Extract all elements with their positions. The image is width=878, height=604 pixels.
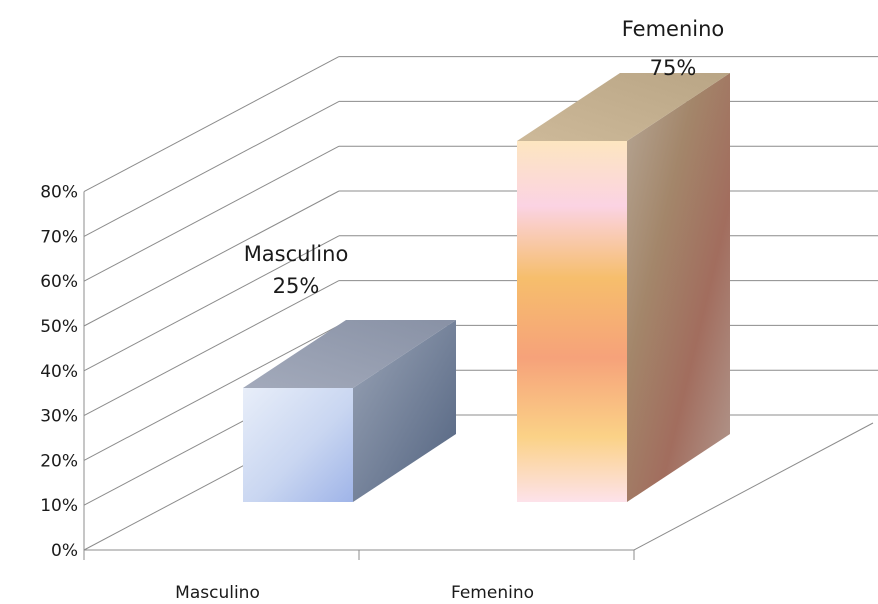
gridline	[83, 280, 878, 417]
bar-femenino	[517, 73, 730, 502]
data-labels: Masculino 25% Femenino 75%	[244, 17, 725, 298]
y-axis-tick-labels: 0% 10% 20% 30% 40% 50% 60% 70% 80%	[40, 183, 78, 561]
gridline	[83, 235, 878, 372]
bars	[243, 73, 730, 502]
bar-top	[243, 320, 456, 388]
floor-right-edge	[633, 422, 874, 551]
data-label-category: Masculino	[244, 242, 349, 266]
data-label: Femenino 75%	[622, 17, 725, 80]
bar-front	[517, 141, 627, 502]
gridline	[83, 56, 878, 193]
data-label-value: 25%	[273, 274, 320, 298]
y-tick-label: 60%	[40, 272, 78, 292]
y-tick-label: 0%	[51, 541, 78, 561]
y-tick-label: 50%	[40, 317, 78, 337]
bar-side	[627, 73, 730, 502]
gridlines	[83, 56, 878, 551]
gridline	[83, 414, 878, 551]
y-tick-label: 80%	[40, 183, 78, 203]
y-tick-label: 40%	[40, 362, 78, 382]
bar-masculino	[243, 320, 456, 502]
bar-front	[243, 388, 353, 502]
y-tick-label: 70%	[40, 227, 78, 247]
data-label-value: 75%	[650, 56, 697, 80]
y-tick-label: 20%	[40, 451, 78, 471]
x-category-label: Masculino	[175, 583, 260, 603]
data-label-category: Femenino	[622, 17, 725, 41]
gridline	[83, 190, 878, 327]
x-category-label: Femenino	[451, 583, 534, 603]
gridline	[83, 145, 878, 282]
y-tick-label: 10%	[40, 496, 78, 516]
x-axis-category-labels: Masculino Femenino	[175, 583, 534, 603]
data-label: Masculino 25%	[244, 242, 349, 298]
gridline	[83, 369, 878, 506]
gridline	[83, 324, 878, 461]
bar-top	[517, 73, 730, 141]
bar-side	[353, 320, 456, 502]
y-tick-label: 30%	[40, 407, 78, 427]
axes	[83, 191, 874, 560]
gridline	[83, 100, 878, 237]
